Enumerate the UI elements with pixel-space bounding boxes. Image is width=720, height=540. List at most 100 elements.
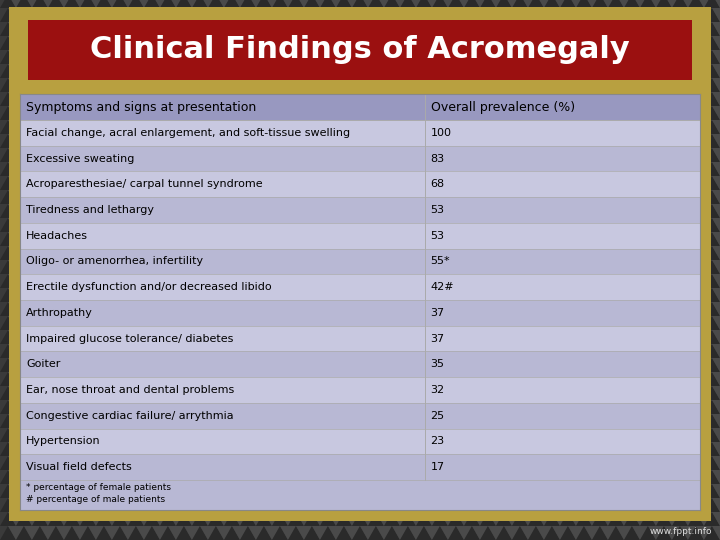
Polygon shape — [392, 386, 408, 400]
Polygon shape — [624, 0, 640, 8]
Polygon shape — [312, 512, 328, 526]
Polygon shape — [600, 386, 616, 400]
Polygon shape — [600, 162, 616, 176]
Polygon shape — [120, 526, 136, 540]
Polygon shape — [328, 106, 344, 120]
Polygon shape — [88, 120, 104, 134]
Polygon shape — [496, 386, 512, 400]
Polygon shape — [280, 414, 296, 428]
Polygon shape — [232, 92, 248, 106]
Polygon shape — [560, 330, 576, 344]
Polygon shape — [392, 162, 408, 176]
Polygon shape — [40, 316, 56, 330]
Polygon shape — [272, 162, 288, 176]
Polygon shape — [320, 526, 336, 540]
Polygon shape — [576, 526, 592, 540]
Polygon shape — [488, 498, 504, 512]
Polygon shape — [400, 428, 416, 442]
Polygon shape — [528, 106, 544, 120]
Polygon shape — [456, 288, 472, 302]
Polygon shape — [384, 162, 400, 176]
Polygon shape — [576, 386, 592, 400]
Polygon shape — [528, 0, 544, 8]
Polygon shape — [640, 92, 656, 106]
Polygon shape — [64, 414, 80, 428]
Text: Headaches: Headaches — [26, 231, 88, 241]
Polygon shape — [424, 120, 440, 134]
Polygon shape — [712, 512, 720, 526]
Polygon shape — [448, 162, 464, 176]
Polygon shape — [112, 400, 128, 414]
Polygon shape — [432, 78, 448, 92]
Polygon shape — [480, 50, 496, 64]
Polygon shape — [160, 204, 176, 218]
Polygon shape — [272, 484, 288, 498]
Polygon shape — [320, 316, 336, 330]
Bar — [20, 120, 700, 146]
Polygon shape — [536, 498, 552, 512]
Polygon shape — [616, 64, 632, 78]
Polygon shape — [88, 260, 104, 274]
Polygon shape — [672, 302, 688, 316]
Polygon shape — [120, 302, 136, 316]
Polygon shape — [672, 372, 688, 386]
Polygon shape — [640, 526, 656, 540]
Polygon shape — [184, 36, 200, 50]
Polygon shape — [0, 372, 16, 386]
Polygon shape — [664, 120, 680, 134]
Polygon shape — [40, 274, 56, 288]
Polygon shape — [560, 316, 576, 330]
Polygon shape — [456, 428, 472, 442]
Polygon shape — [296, 246, 312, 260]
Polygon shape — [464, 456, 480, 470]
Polygon shape — [528, 64, 544, 78]
Polygon shape — [688, 106, 704, 120]
Polygon shape — [80, 176, 96, 190]
Polygon shape — [56, 106, 72, 120]
Polygon shape — [688, 386, 704, 400]
Polygon shape — [128, 78, 144, 92]
Polygon shape — [232, 428, 248, 442]
Polygon shape — [192, 260, 208, 274]
Polygon shape — [648, 64, 664, 78]
Polygon shape — [32, 344, 48, 358]
Polygon shape — [704, 190, 720, 204]
Polygon shape — [464, 288, 480, 302]
Polygon shape — [616, 344, 632, 358]
Polygon shape — [392, 246, 408, 260]
Polygon shape — [232, 512, 248, 526]
Polygon shape — [40, 246, 56, 260]
Polygon shape — [416, 246, 432, 260]
Polygon shape — [160, 456, 176, 470]
Polygon shape — [648, 22, 664, 36]
Polygon shape — [136, 0, 152, 8]
Polygon shape — [360, 526, 376, 540]
Text: Impaired glucose tolerance/ diabetes: Impaired glucose tolerance/ diabetes — [26, 334, 233, 343]
Polygon shape — [120, 92, 136, 106]
Polygon shape — [208, 64, 224, 78]
Polygon shape — [712, 22, 720, 36]
Polygon shape — [112, 260, 128, 274]
Polygon shape — [432, 22, 448, 36]
Polygon shape — [432, 8, 448, 22]
Polygon shape — [664, 218, 680, 232]
Polygon shape — [408, 316, 424, 330]
Polygon shape — [472, 386, 488, 400]
Polygon shape — [464, 330, 480, 344]
Polygon shape — [560, 176, 576, 190]
Polygon shape — [384, 246, 400, 260]
Polygon shape — [264, 176, 280, 190]
Polygon shape — [344, 400, 360, 414]
Polygon shape — [480, 526, 496, 540]
Polygon shape — [552, 246, 568, 260]
Polygon shape — [344, 428, 360, 442]
Polygon shape — [64, 148, 80, 162]
Polygon shape — [496, 484, 512, 498]
Polygon shape — [544, 316, 560, 330]
Polygon shape — [616, 456, 632, 470]
Polygon shape — [456, 78, 472, 92]
Polygon shape — [672, 106, 688, 120]
Polygon shape — [256, 134, 272, 148]
Polygon shape — [192, 358, 208, 372]
Polygon shape — [328, 190, 344, 204]
